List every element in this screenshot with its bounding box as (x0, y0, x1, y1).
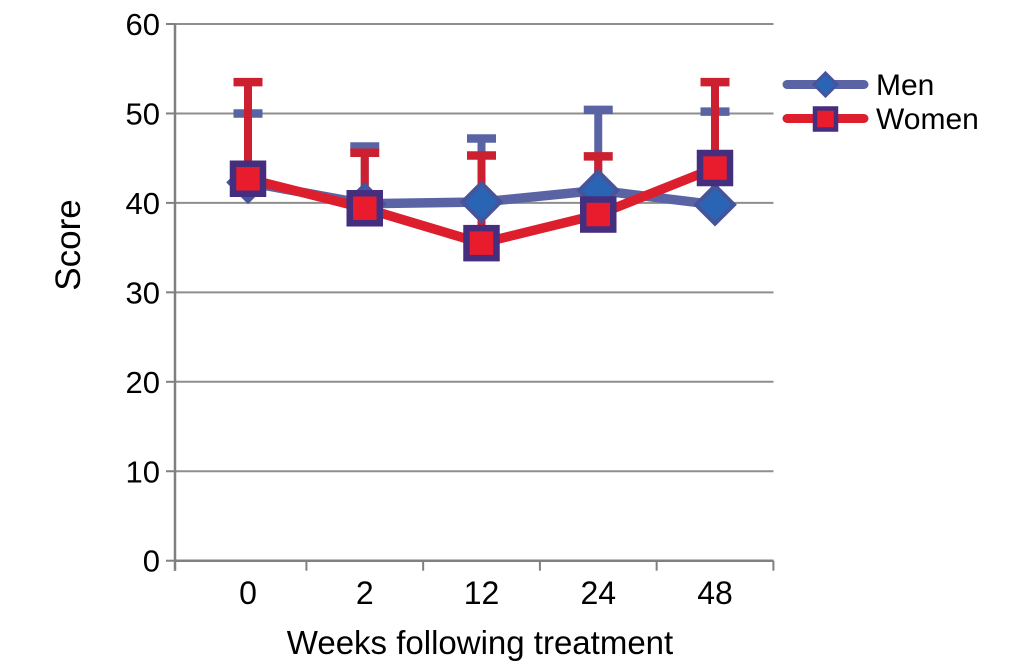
legend-women-label: Women (876, 103, 979, 136)
legend-men-diamond-icon (811, 70, 840, 99)
x-tick-label: 12 (464, 575, 500, 611)
y-tick-label: 10 (126, 454, 160, 489)
marker-women (580, 196, 617, 233)
marker-women (346, 190, 383, 227)
y-tick-label: 0 (143, 544, 160, 579)
y-tick-label: 60 (126, 7, 160, 42)
axes: 0 10 20 30 40 50 60 0 2 12 24 48 (126, 7, 775, 611)
marker-women (229, 160, 267, 197)
series-lines (226, 149, 737, 262)
legend-item-men: Men (782, 69, 934, 102)
y-axis-title: Score (49, 199, 88, 290)
legend: Men Women (782, 69, 979, 136)
y-tick-label: 40 (126, 186, 160, 221)
marker-men (459, 180, 504, 224)
y-tick-label: 20 (126, 365, 160, 400)
y-tick-label: 30 (126, 275, 160, 310)
x-tick-label: 2 (356, 575, 374, 611)
gridlines (175, 23, 774, 473)
x-axis-title: Weeks following treatment (287, 624, 673, 661)
x-tick-label: 0 (239, 575, 257, 611)
marker-men (693, 182, 737, 227)
marker-women (696, 149, 734, 187)
error-bars (233, 77, 730, 244)
x-tick-label: 48 (697, 575, 733, 611)
y-tick-label: 50 (126, 96, 160, 131)
x-tick-label: 24 (580, 575, 616, 611)
legend-item-women: Women (782, 103, 979, 136)
legend-women-square-icon (812, 106, 839, 132)
legend-men-label: Men (876, 69, 934, 102)
marker-women (463, 224, 500, 262)
